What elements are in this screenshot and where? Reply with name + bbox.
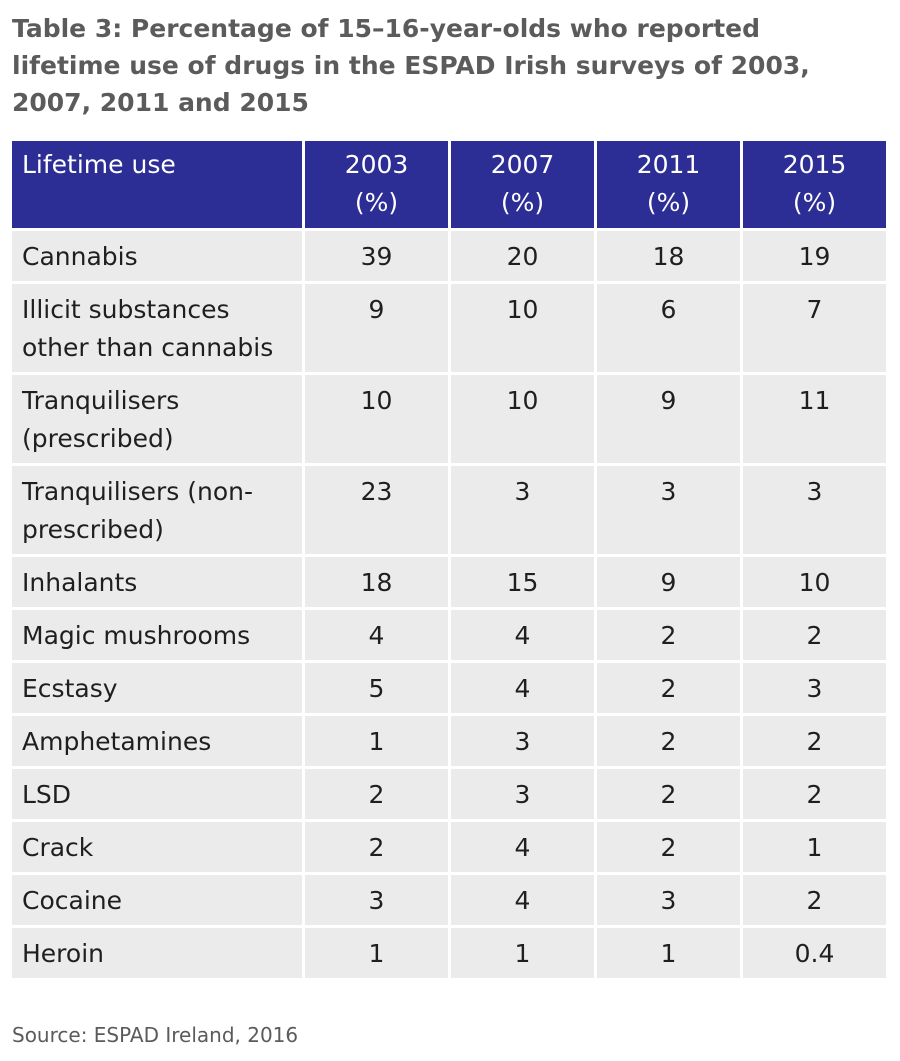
header-year-label: 2003 [344,150,409,179]
header-year-2015: 2015 (%) [743,141,886,228]
cell-value: 9 [597,375,740,463]
cell-value: 2 [597,716,740,766]
cell-value: 2 [743,610,886,660]
table-row: Tranquilisers (non-prescribed) 23 3 3 3 [12,466,886,554]
cell-value: 5 [305,663,448,713]
cell-value: 3 [451,716,594,766]
table-row: Amphetamines 1 3 2 2 [12,716,886,766]
table-row: Ecstasy 5 4 2 3 [12,663,886,713]
header-year-2003: 2003 (%) [305,141,448,228]
header-year-label: 2015 [782,150,847,179]
table-row: Inhalants 18 15 9 10 [12,557,886,607]
cell-value: 4 [305,610,448,660]
drug-use-table: Lifetime use 2003 (%) 2007 (%) 2011 (%) … [9,138,889,981]
cell-value: 2 [743,875,886,925]
row-label: Amphetamines [12,716,302,766]
cell-value: 2 [305,822,448,872]
header-year-label: 2011 [636,150,701,179]
cell-value: 9 [597,557,740,607]
cell-value: 0.4 [743,928,886,978]
cell-value: 3 [305,875,448,925]
cell-value: 19 [743,231,886,281]
cell-value: 1 [597,928,740,978]
row-label: Tranquilisers (prescribed) [12,375,302,463]
cell-value: 10 [451,284,594,372]
cell-value: 6 [597,284,740,372]
cell-value: 7 [743,284,886,372]
cell-value: 1 [305,928,448,978]
cell-value: 3 [743,466,886,554]
cell-value: 2 [597,822,740,872]
header-unit-label: (%) [792,188,837,217]
cell-value: 10 [305,375,448,463]
row-label: LSD [12,769,302,819]
cell-value: 10 [451,375,594,463]
cell-value: 1 [305,716,448,766]
table-row: Cocaine 3 4 3 2 [12,875,886,925]
cell-value: 18 [597,231,740,281]
cell-value: 2 [743,769,886,819]
row-label: Tranquilisers (non-prescribed) [12,466,302,554]
cell-value: 4 [451,822,594,872]
header-unit-label: (%) [500,188,545,217]
cell-value: 15 [451,557,594,607]
cell-value: 2 [305,769,448,819]
row-label: Ecstasy [12,663,302,713]
cell-value: 1 [743,822,886,872]
row-label: Cannabis [12,231,302,281]
table-row: Tranquilisers (prescribed) 10 10 9 11 [12,375,886,463]
table-row: Cannabis 39 20 18 19 [12,231,886,281]
source-note: Source: ESPAD Ireland, 2016 [12,1023,299,1047]
header-lifetime-use: Lifetime use [12,141,302,228]
cell-value: 4 [451,663,594,713]
table-row: Magic mushrooms 4 4 2 2 [12,610,886,660]
cell-value: 2 [597,769,740,819]
cell-value: 3 [597,875,740,925]
cell-value: 2 [597,610,740,660]
header-year-label: 2007 [490,150,555,179]
header-unit-label: (%) [646,188,691,217]
cell-value: 3 [451,466,594,554]
table-row: Heroin 1 1 1 0.4 [12,928,886,978]
cell-value: 9 [305,284,448,372]
row-label: Heroin [12,928,302,978]
table-row: Illicit substances other than cannabis 9 1… [12,284,886,372]
table-header: Lifetime use 2003 (%) 2007 (%) 2011 (%) … [12,141,886,228]
row-label: Illicit substances other than cannabis [12,284,302,372]
table-body: Cannabis 39 20 18 19 Illicit substances other… [12,231,886,978]
cell-value: 3 [743,663,886,713]
row-label: Cocaine [12,875,302,925]
table-row: LSD 2 3 2 2 [12,769,886,819]
cell-value: 23 [305,466,448,554]
cell-value: 1 [451,928,594,978]
cell-value: 2 [597,663,740,713]
cell-value: 11 [743,375,886,463]
row-label: Crack [12,822,302,872]
header-year-2007: 2007 (%) [451,141,594,228]
table-title: Table 3: Percentage of 15–16-year-olds w… [12,14,810,117]
cell-value: 4 [451,610,594,660]
cell-value: 2 [743,716,886,766]
row-label: Magic mushrooms [12,610,302,660]
row-label: Inhalants [12,557,302,607]
header-unit-label: (%) [354,188,399,217]
cell-value: 39 [305,231,448,281]
cell-value: 3 [597,466,740,554]
cell-value: 20 [451,231,594,281]
cell-value: 4 [451,875,594,925]
cell-value: 18 [305,557,448,607]
cell-value: 3 [451,769,594,819]
header-year-2011: 2011 (%) [597,141,740,228]
header-row: Lifetime use 2003 (%) 2007 (%) 2011 (%) … [12,141,886,228]
table-row: Crack 2 4 2 1 [12,822,886,872]
cell-value: 10 [743,557,886,607]
